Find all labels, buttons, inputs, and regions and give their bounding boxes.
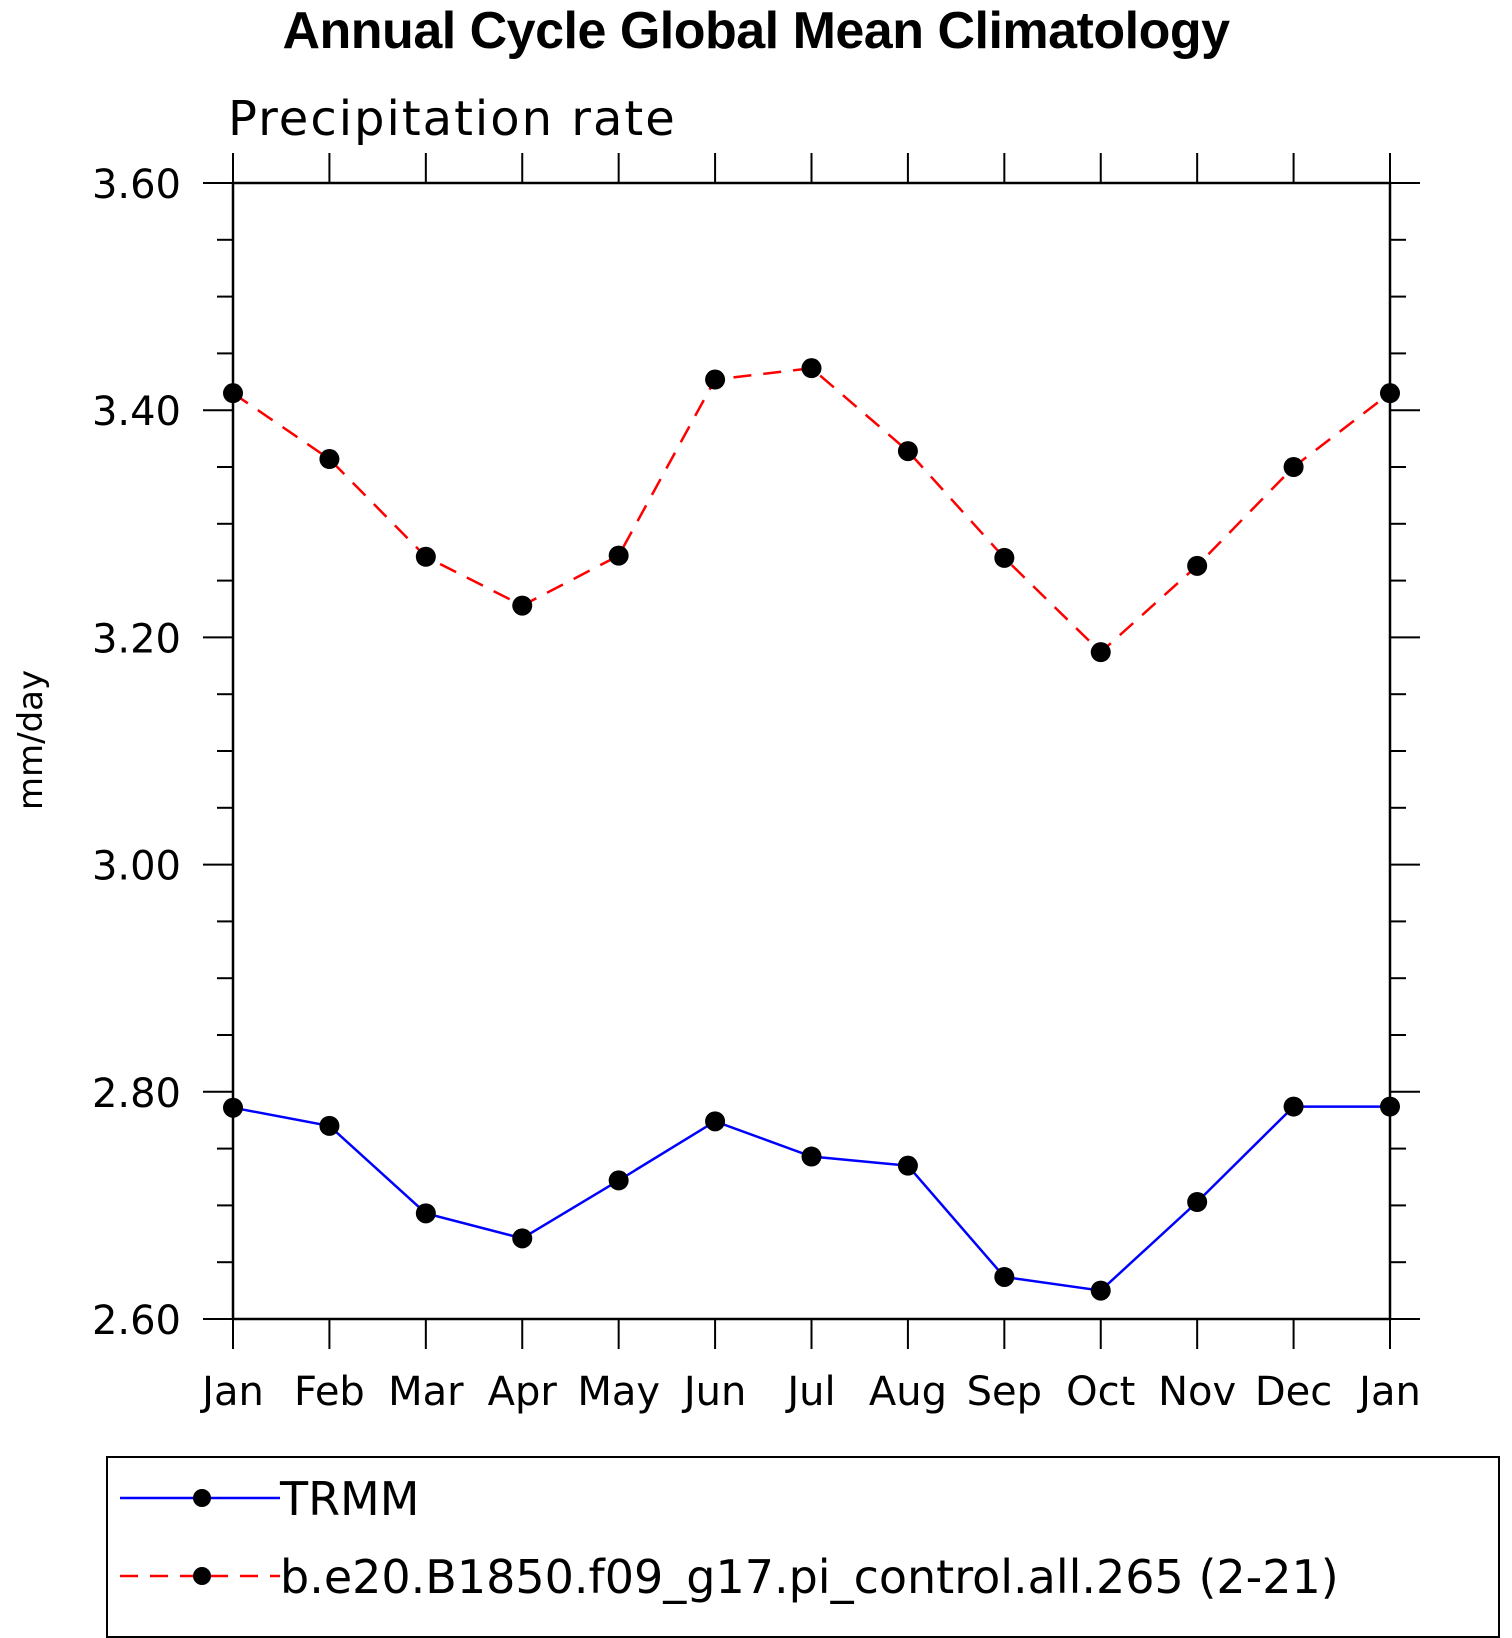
y-tick-label: 3.00 xyxy=(92,844,181,890)
x-tick-label: Oct xyxy=(1066,1369,1135,1415)
x-tick-label: Jul xyxy=(784,1369,835,1415)
data-point xyxy=(319,449,340,470)
data-point xyxy=(1380,383,1400,404)
data-point xyxy=(223,1097,243,1118)
x-tick-label: Jun xyxy=(681,1369,747,1415)
legend-label-model: b.e20.B1850.f09_g17.pi_control.all.265 (… xyxy=(280,1550,1339,1604)
data-point xyxy=(801,358,822,379)
data-point xyxy=(608,545,629,566)
data-point xyxy=(319,1115,340,1136)
chart-plot: Precipitation rate mm/day 2.60 2.80 3.00 3.… xyxy=(11,91,1421,1415)
legend-label-trmm: TRMM xyxy=(280,1472,420,1526)
chart-subtitle: Precipitation rate xyxy=(228,91,677,147)
data-point xyxy=(1380,1096,1400,1117)
data-point xyxy=(608,1170,629,1191)
legend-swatch-dashed xyxy=(120,1567,280,1585)
legend-item-trmm: TRMM xyxy=(108,1458,1498,1538)
data-point xyxy=(705,1111,726,1132)
x-tick-label: Apr xyxy=(488,1369,558,1415)
data-point xyxy=(512,1228,533,1249)
x-tick-label: Feb xyxy=(294,1369,365,1415)
data-point xyxy=(223,383,243,404)
y-tick-label: 2.60 xyxy=(92,1298,181,1344)
data-point xyxy=(1283,1096,1304,1117)
series-line-0 xyxy=(232,1105,1390,1292)
x-tick-label: Aug xyxy=(869,1369,947,1415)
data-point xyxy=(1090,642,1111,663)
data-point xyxy=(1187,555,1208,576)
x-tick-label: May xyxy=(577,1369,660,1415)
data-point xyxy=(897,1155,918,1176)
data-point xyxy=(415,1203,436,1224)
data-point xyxy=(801,1146,822,1167)
data-point xyxy=(1283,457,1304,477)
legend: TRMM b.e20.B1850.f09_g17.pi_control.all.… xyxy=(106,1456,1500,1638)
x-tick-label: Sep xyxy=(967,1369,1042,1415)
data-point xyxy=(897,441,918,462)
x-tick-label: Dec xyxy=(1255,1369,1332,1415)
x-tick-label: Nov xyxy=(1158,1369,1236,1415)
data-point xyxy=(994,547,1015,568)
y-tick-label: 3.40 xyxy=(92,389,181,435)
x-tick-label: Mar xyxy=(388,1369,464,1415)
data-point xyxy=(1090,1280,1111,1301)
data-point xyxy=(1187,1191,1208,1212)
y-tick-label: 2.80 xyxy=(92,1071,181,1117)
series-line-1 xyxy=(232,366,1391,654)
legend-item-model: b.e20.B1850.f09_g17.pi_control.all.265 (… xyxy=(108,1536,1498,1616)
chart-title: Annual Cycle Global Mean Climatology xyxy=(282,2,1230,60)
y-axis-label: mm/day xyxy=(11,670,51,810)
x-tick-label: Jan xyxy=(199,1369,264,1415)
data-point xyxy=(512,595,533,616)
y-tick-label: 3.60 xyxy=(92,162,181,208)
data-point xyxy=(705,369,726,390)
series-layer xyxy=(223,358,1400,1301)
x-tick-label: Jan xyxy=(1356,1369,1421,1415)
axes: 2.60 2.80 3.00 3.20 3.40 3.60 Jan Feb Mar Apr May J… xyxy=(92,153,1421,1415)
legend-swatch-solid xyxy=(120,1489,280,1507)
data-point xyxy=(994,1266,1015,1287)
y-tick-label: 3.20 xyxy=(92,616,181,662)
data-point xyxy=(415,546,436,567)
